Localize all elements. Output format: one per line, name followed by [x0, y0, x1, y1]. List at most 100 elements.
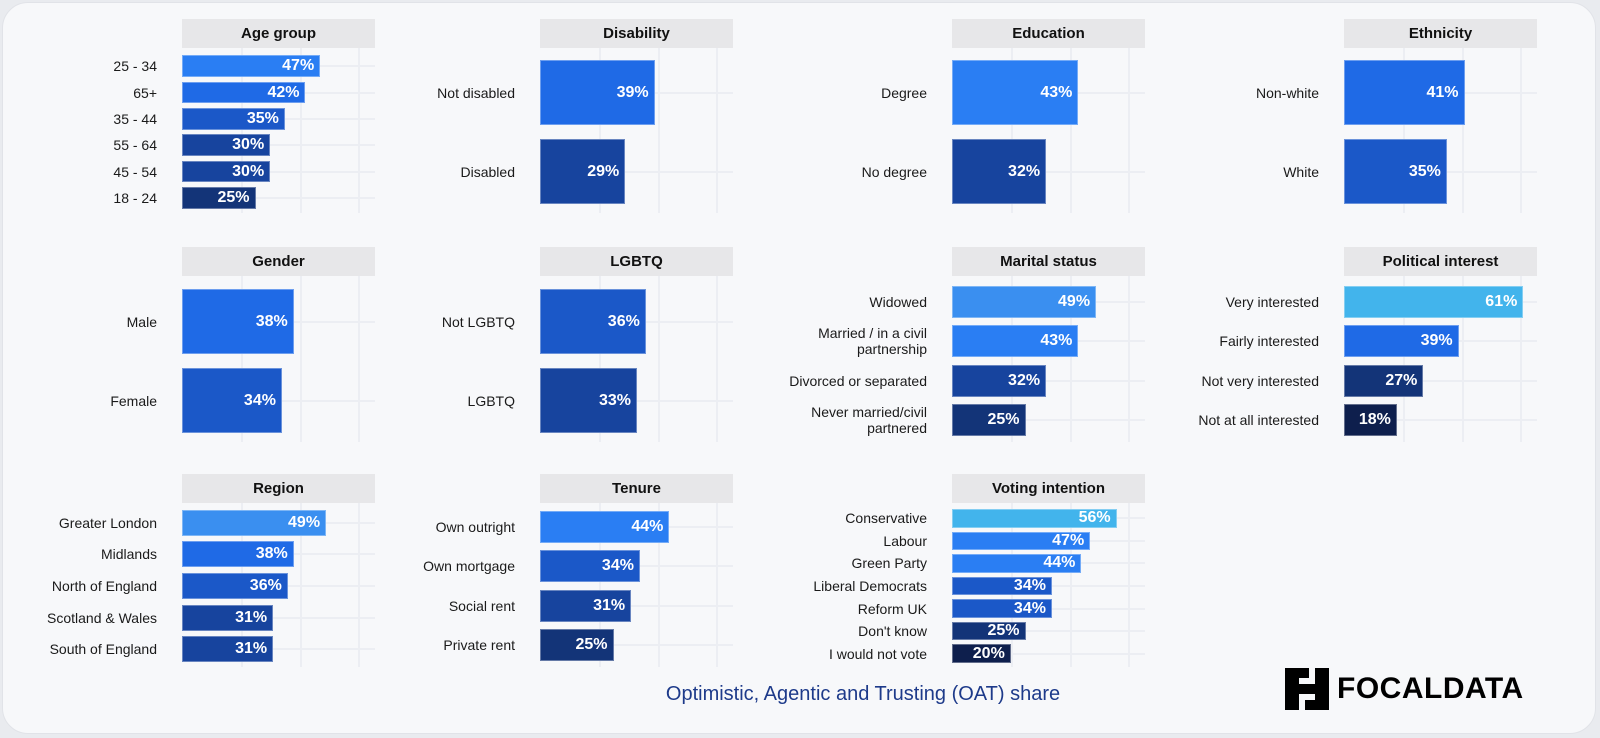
bar	[952, 644, 1011, 663]
category-label: Degree	[757, 75, 927, 111]
data-label: 31%	[593, 596, 626, 614]
category-label: Female	[0, 383, 157, 419]
data-label: 44%	[1043, 554, 1076, 572]
category-label-text: Social rent	[448, 597, 515, 614]
gridline-horizontal	[1344, 379, 1537, 382]
category-label-text: 25 - 34	[113, 58, 157, 75]
category-label-text: White	[1283, 163, 1319, 180]
category-label-text: I would not vote	[828, 645, 927, 662]
data-label: 47%	[282, 57, 315, 75]
gridline-horizontal	[182, 616, 375, 619]
category-label: Greater London	[0, 505, 157, 541]
category-label: 18 - 24	[0, 180, 157, 216]
bar	[952, 60, 1079, 125]
category-label-text: Fairly interested	[1219, 333, 1319, 350]
data-label: 42%	[267, 83, 300, 101]
data-label: 36%	[249, 577, 282, 594]
gridline-vertical	[1128, 276, 1131, 442]
data-label: 32%	[1008, 162, 1041, 180]
bar	[182, 289, 294, 354]
bar	[540, 589, 632, 622]
chart-title: Optimistic, Agentic and Trusting (OAT) s…	[665, 683, 1061, 705]
gridline-vertical	[1128, 48, 1131, 213]
data-label: 39%	[1420, 332, 1453, 350]
gridline-vertical	[1461, 48, 1464, 213]
bar	[182, 187, 256, 209]
category-label-text: Reform UK	[857, 600, 927, 617]
data-label: 25%	[575, 636, 608, 654]
category-label-text: 55 - 64	[113, 137, 157, 154]
category-label: Don't know	[757, 613, 927, 649]
data-label: 34%	[243, 391, 276, 409]
bar	[952, 139, 1047, 204]
focaldata-wordmark: FOCALDATA	[1337, 672, 1524, 705]
data-label: 29%	[587, 162, 620, 180]
bar	[182, 541, 294, 568]
gridline-vertical	[657, 48, 660, 213]
gridline-horizontal	[540, 644, 733, 647]
data-label: 31%	[235, 640, 268, 658]
data-label: 61%	[1485, 292, 1518, 310]
category-label-text: 65+	[133, 84, 157, 101]
data-label: 38%	[255, 312, 288, 330]
category-label: Disabled	[345, 154, 515, 190]
category-label-text: Own outright	[435, 518, 515, 535]
bar	[182, 134, 271, 156]
category-label-text: Divorced or separated	[789, 372, 927, 389]
gridline-vertical	[598, 276, 601, 442]
bar	[182, 509, 327, 536]
category-label-text: South of England	[49, 641, 157, 658]
data-label: 30%	[232, 162, 265, 180]
data-label: 38%	[255, 545, 288, 563]
category-label-text: Male	[126, 313, 157, 330]
gridline-vertical	[1069, 48, 1072, 213]
gridline-horizontal	[1344, 419, 1537, 422]
data-label: 43%	[1040, 332, 1073, 350]
gridline-vertical	[598, 48, 601, 213]
category-label: Liberal Democrats	[757, 568, 927, 604]
bar	[1344, 139, 1447, 204]
category-label: Social rent	[345, 588, 515, 624]
category-label-text: Disabled	[460, 163, 515, 180]
category-label-text: Never married/civil partnered	[811, 404, 927, 437]
bar	[540, 510, 670, 543]
category-label-text: Midlands	[100, 546, 157, 563]
bar	[952, 599, 1052, 618]
gridline-vertical	[299, 48, 302, 213]
panel-title: Ethnicity	[1344, 19, 1537, 48]
data-label: 27%	[1385, 371, 1418, 389]
category-label: Not very interested	[1149, 363, 1320, 399]
panel-title: Political interest	[1344, 247, 1537, 276]
category-label-text: Not at all interested	[1198, 412, 1319, 429]
bar	[1344, 404, 1397, 437]
category-label-text: Don't know	[858, 623, 927, 640]
gridline-vertical	[716, 48, 719, 213]
data-label: 35%	[1408, 162, 1441, 180]
data-label: 49%	[1058, 292, 1091, 310]
bar	[182, 604, 274, 631]
gridline-horizontal	[182, 648, 375, 651]
category-label: 65+	[0, 75, 157, 111]
category-label: Own mortgage	[345, 548, 515, 584]
category-label: Not LGBTQ	[345, 304, 515, 340]
category-label-text: Green Party	[851, 555, 927, 572]
data-label: 35%	[246, 109, 279, 127]
data-label: 31%	[235, 608, 268, 626]
focaldata-logo-icon	[1285, 668, 1329, 710]
category-label-text: LGBTQ	[467, 392, 515, 409]
category-label: No degree	[757, 154, 927, 190]
bar	[540, 368, 638, 433]
category-label-text: North of England	[51, 578, 157, 594]
data-label: 56%	[1078, 509, 1111, 527]
category-label-text: Female	[110, 392, 157, 409]
bar	[182, 636, 274, 663]
data-label: 25%	[987, 622, 1020, 640]
data-label: 47%	[1052, 531, 1085, 549]
category-label: 25 - 34	[0, 48, 157, 84]
data-label: 34%	[1013, 599, 1046, 617]
category-label: Non-white	[1149, 75, 1319, 111]
panel-title: Marital status	[952, 247, 1145, 276]
category-label-text: Not very interested	[1201, 372, 1320, 389]
gridline-horizontal	[540, 170, 733, 173]
panel-title: Disability	[540, 19, 733, 48]
